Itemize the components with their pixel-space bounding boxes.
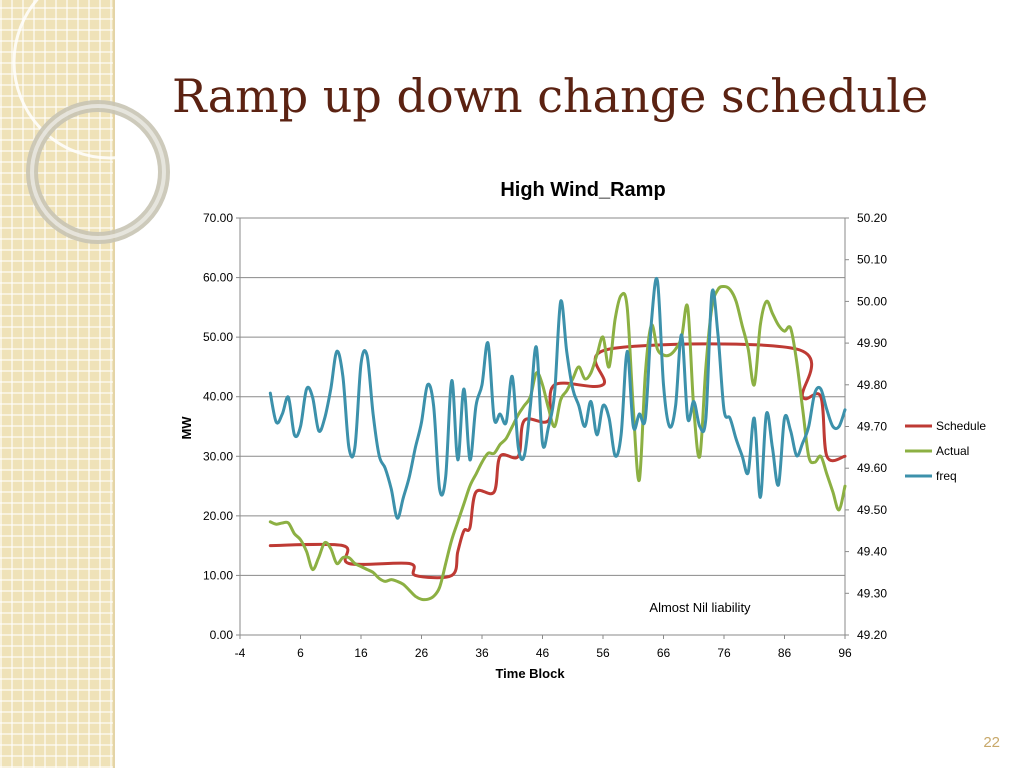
series-line-schedule <box>268 342 847 580</box>
left-tick-label: 60.00 <box>203 271 233 285</box>
left-tick-label: 70.00 <box>203 211 233 225</box>
x-tick-label: 26 <box>415 646 429 660</box>
series-line-freq <box>268 276 847 520</box>
x-tick-label: 56 <box>596 646 610 660</box>
right-tick-label: 49.30 <box>857 586 887 600</box>
x-axis-ticks: -4 6 16 26 36 46 56 66 76 86 96 <box>235 635 852 660</box>
legend-label-schedule: Schedule <box>936 419 986 433</box>
legend-label-freq: freq <box>936 469 957 483</box>
x-tick-label: 16 <box>354 646 368 660</box>
right-tick-label: 50.20 <box>857 211 887 225</box>
legend: Schedule Actual freq <box>905 419 986 483</box>
right-tick-label: 49.50 <box>857 503 887 517</box>
slide-title: Ramp up down change schedule <box>172 69 929 123</box>
x-axis-label: Time Block <box>495 666 565 681</box>
chart-title: High Wind_Ramp <box>500 179 665 201</box>
left-tick-label: 10.00 <box>203 568 233 582</box>
right-tick-label: 50.00 <box>857 294 887 308</box>
left-tick-label: 30.00 <box>203 449 233 463</box>
series-line-actual <box>268 284 847 602</box>
x-tick-label: 66 <box>657 646 671 660</box>
legend-label-actual: Actual <box>936 444 969 458</box>
slide-number: 22 <box>983 734 1000 751</box>
high-wind-ramp-chart: High Wind_Ramp 0.00 10.00 20.00 30.00 40.00 5… <box>179 179 986 681</box>
right-axis-ticks: 49.20 49.30 49.40 49.50 49.60 49.70 49.80 49.90… <box>845 211 887 642</box>
side-panel-divider <box>113 0 115 768</box>
x-tick-label: 96 <box>838 646 852 660</box>
x-tick-label: 76 <box>717 646 731 660</box>
x-tick-label: 36 <box>475 646 489 660</box>
decorative-rings <box>12 0 208 244</box>
right-tick-label: 49.20 <box>857 628 887 642</box>
x-tick-label: 6 <box>297 646 304 660</box>
right-tick-label: 49.80 <box>857 378 887 392</box>
right-tick-label: 49.40 <box>857 545 887 559</box>
x-tick-label: 86 <box>778 646 792 660</box>
chart-annotation: Almost Nil liability <box>649 600 751 615</box>
left-tick-label: 0.00 <box>210 628 234 642</box>
left-tick-label: 20.00 <box>203 509 233 523</box>
right-tick-label: 49.70 <box>857 420 887 434</box>
y-axis-label: MW <box>179 416 194 440</box>
left-tick-label: 40.00 <box>203 390 233 404</box>
right-tick-label: 49.90 <box>857 336 887 350</box>
x-tick-label: -4 <box>235 646 246 660</box>
left-tick-label: 50.00 <box>203 330 233 344</box>
series-lines <box>268 276 847 602</box>
right-tick-label: 49.60 <box>857 461 887 475</box>
x-tick-label: 46 <box>536 646 550 660</box>
right-tick-label: 50.10 <box>857 253 887 267</box>
left-axis-ticks: 0.00 10.00 20.00 30.00 40.00 50.00 60.00 70.00 <box>203 211 240 642</box>
